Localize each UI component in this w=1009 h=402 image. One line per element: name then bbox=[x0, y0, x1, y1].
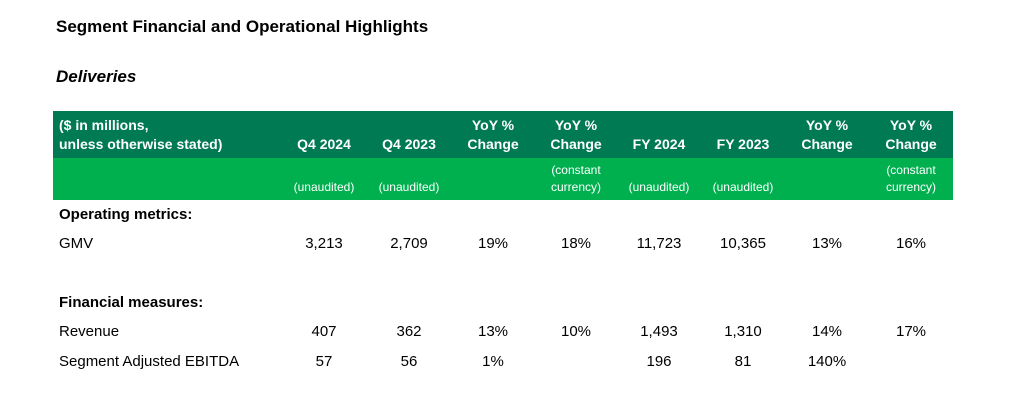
column-sub-fy-2024: (unaudited) bbox=[628, 180, 690, 194]
column-header-q4-2023: Q4 2023 bbox=[382, 136, 436, 152]
column-header-fy-yoy-cc-line1: YoY % bbox=[889, 117, 933, 133]
column-sub-fy-yoy-cc-line1: (constant bbox=[886, 163, 936, 177]
column-sub-q4-yoy-cc-line1: (constant bbox=[551, 163, 601, 177]
column-sub-q4-yoy-cc-line2: currency) bbox=[550, 180, 601, 194]
table-header-band bbox=[53, 111, 953, 158]
cell-ebitda-fy-2024: 196 bbox=[646, 353, 672, 370]
column-header-fy-2024: FY 2024 bbox=[632, 136, 686, 152]
cell-revenue-fy-2024: 1,493 bbox=[640, 323, 678, 340]
column-header-q4-yoy-line1: YoY % bbox=[471, 117, 515, 133]
cell-ebitda-fy-yoy: 140% bbox=[807, 353, 847, 370]
section-heading-operating-metrics: Operating metrics: bbox=[59, 206, 193, 223]
column-header-q4-yoy-line2: Change bbox=[467, 136, 519, 152]
section-title: Deliveries bbox=[56, 67, 137, 86]
column-header-q4-yoy-cc-line1: YoY % bbox=[554, 117, 598, 133]
cell-revenue-fy-yoy-cc: 17% bbox=[895, 323, 927, 340]
column-sub-q4-2023: (unaudited) bbox=[378, 180, 440, 194]
table-subheader-band bbox=[53, 158, 953, 200]
column-sub-fy-2023: (unaudited) bbox=[712, 180, 774, 194]
section-heading-financial-measures: Financial measures: bbox=[59, 294, 204, 311]
column-header-fy-yoy-cc-line2: Change bbox=[885, 136, 937, 152]
cell-revenue-q4-yoy: 13% bbox=[477, 323, 509, 340]
header-label-line2: unless otherwise stated) bbox=[59, 136, 223, 152]
cell-gmv-fy-yoy-cc: 16% bbox=[895, 235, 927, 252]
page-title: Segment Financial and Operational Highli… bbox=[56, 17, 429, 36]
row-label-revenue: Revenue bbox=[59, 323, 120, 340]
column-header-fy-2023: FY 2023 bbox=[716, 136, 770, 152]
header-label-line1: ($ in millions, bbox=[59, 117, 149, 133]
cell-ebitda-fy-2023: 81 bbox=[734, 353, 752, 370]
column-sub-fy-yoy-cc-line2: currency) bbox=[885, 180, 936, 194]
cell-gmv-q4-yoy: 19% bbox=[477, 235, 509, 252]
cell-gmv-fy-2024: 11,723 bbox=[636, 235, 682, 252]
cell-ebitda-q4-2023: 56 bbox=[400, 353, 418, 370]
column-header-fy-yoy-line1: YoY % bbox=[805, 117, 849, 133]
cell-ebitda-q4-2024: 57 bbox=[315, 353, 333, 370]
row-label-segment-adjusted-ebitda: Segment Adjusted EBITDA bbox=[59, 353, 240, 370]
row-label-gmv: GMV bbox=[59, 235, 94, 252]
cell-gmv-fy-2023: 10,365 bbox=[720, 235, 766, 252]
cell-ebitda-q4-yoy: 1% bbox=[482, 353, 504, 370]
column-header-q4-yoy-cc-line2: Change bbox=[550, 136, 602, 152]
cell-gmv-q4-2023: 2,709 bbox=[390, 235, 428, 252]
cell-revenue-fy-2023: 1,310 bbox=[724, 323, 762, 340]
cell-revenue-q4-2024: 407 bbox=[311, 323, 337, 340]
cell-revenue-q4-yoy-cc: 10% bbox=[560, 323, 592, 340]
cell-gmv-q4-2024: 3,213 bbox=[305, 235, 343, 252]
cell-revenue-fy-yoy: 14% bbox=[811, 323, 843, 340]
column-header-fy-yoy-line2: Change bbox=[801, 136, 853, 152]
column-sub-q4-2024: (unaudited) bbox=[293, 180, 355, 194]
cell-gmv-q4-yoy-cc: 18% bbox=[560, 235, 592, 252]
cell-revenue-q4-2023: 362 bbox=[396, 323, 422, 340]
cell-gmv-fy-yoy: 13% bbox=[811, 235, 843, 252]
column-header-q4-2024: Q4 2024 bbox=[297, 136, 351, 152]
